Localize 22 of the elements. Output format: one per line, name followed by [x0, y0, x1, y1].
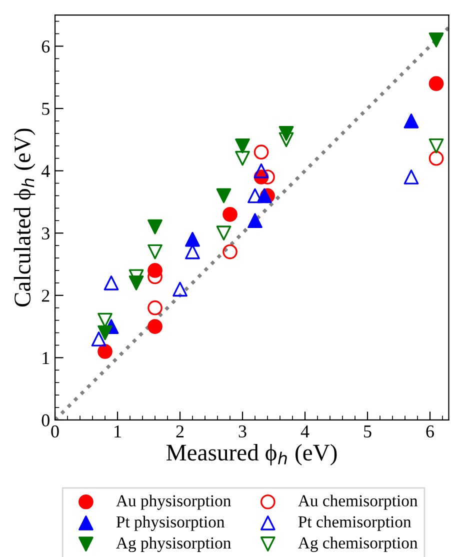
- x-axis-title: Measured ϕ$_{h}$ (eV): [166, 444, 337, 466]
- x-tick-label: 0: [51, 425, 59, 438]
- legend-label: Au chemisorption: [298, 494, 418, 510]
- x-tick-label: 4: [300, 425, 310, 438]
- x-tick-label: 2: [176, 425, 184, 438]
- y-tick-label: 5: [42, 102, 50, 115]
- y-tick-label: 0: [42, 414, 50, 426]
- x-tick-label: 6: [426, 425, 434, 438]
- x-tick-label: 3: [238, 425, 246, 438]
- y-axis-title: Calculated ϕ$_{h}$ (eV): [14, 128, 36, 306]
- y-tick-label: 6: [42, 40, 50, 53]
- legend-label: Pt physisorption: [116, 516, 225, 531]
- y-tick-label: 1: [42, 352, 50, 364]
- legend-label: Ag physisorption: [116, 536, 231, 552]
- legend-label: Pt chemisorption: [298, 516, 412, 531]
- legend-label: Ag chemisorption: [298, 536, 418, 552]
- y-tick-label: 4: [41, 165, 50, 178]
- legend-label: Au physisorption: [116, 494, 231, 510]
- x-tick-label: 1: [114, 425, 121, 438]
- x-tick-label: 5: [364, 426, 372, 438]
- y-tick-label: 2: [42, 290, 50, 302]
- y-tick-label: 3: [42, 227, 50, 240]
